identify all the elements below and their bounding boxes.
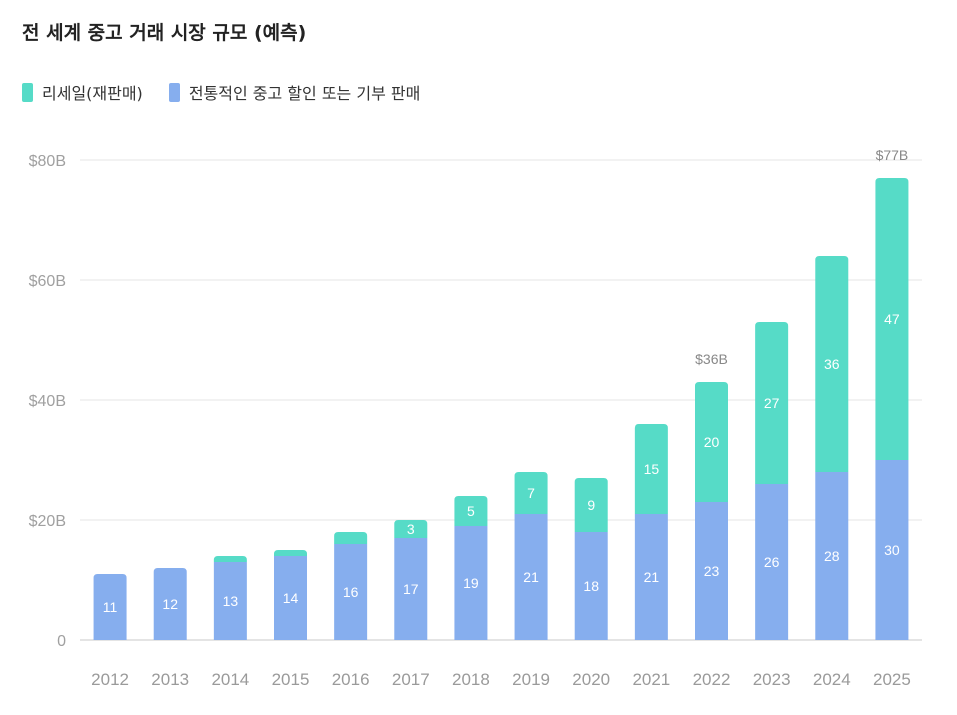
bar-resale xyxy=(454,496,488,526)
y-tick-label: 0 xyxy=(57,633,66,650)
bar-traditional xyxy=(514,514,548,640)
bar-resale xyxy=(634,424,668,514)
bar-resale xyxy=(334,532,368,544)
bar-value-label: 7 xyxy=(527,485,535,501)
bar-traditional xyxy=(274,556,307,640)
bar-traditional xyxy=(153,568,187,640)
x-tick-label: 2024 xyxy=(813,670,851,689)
bar-value-label: 15 xyxy=(644,461,660,477)
x-tick-label: 2013 xyxy=(151,670,189,689)
legend-item-traditional: 전통적인 중고 할인 또는 기부 판매 xyxy=(168,80,421,104)
bar-resale xyxy=(394,520,428,538)
bar-value-label: 47 xyxy=(884,311,900,327)
legend: 리세일(재판매) 전통적인 중고 할인 또는 기부 판매 xyxy=(22,80,446,104)
chart-title: 전 세계 중고 거래 시장 규모 (예측) xyxy=(22,22,307,44)
y-tick-label: $80B xyxy=(29,153,66,170)
bar-value-label: 13 xyxy=(223,593,239,609)
bar-traditional xyxy=(394,538,428,640)
bar-traditional xyxy=(574,532,608,640)
bar-traditional xyxy=(875,460,909,640)
bar-traditional xyxy=(695,502,728,640)
bar-traditional xyxy=(755,484,789,640)
x-tick-label: 2012 xyxy=(91,670,129,689)
bar-value-label: 14 xyxy=(283,590,299,606)
x-tick-label: 2023 xyxy=(753,670,791,689)
legend-swatch-resale xyxy=(22,82,33,102)
bar-resale xyxy=(695,382,728,502)
bar-total-annotation: $77B xyxy=(876,147,909,163)
legend-label-resale: 리세일(재판매) xyxy=(42,84,143,103)
bar-value-label: 23 xyxy=(704,563,720,579)
bar-value-label: 3 xyxy=(407,521,415,537)
bar-traditional xyxy=(334,544,368,640)
bar-value-label: 36 xyxy=(824,356,840,372)
x-tick-label: 2018 xyxy=(452,670,490,689)
bar-value-label: 9 xyxy=(587,497,595,513)
bar-resale xyxy=(514,472,548,514)
bar-value-label: 30 xyxy=(884,542,900,558)
legend-label-traditional: 전통적인 중고 할인 또는 기부 판매 xyxy=(188,84,421,103)
bar-resale xyxy=(274,550,307,556)
bar-traditional xyxy=(454,526,488,640)
legend-swatch-traditional xyxy=(168,82,180,102)
bar-resale xyxy=(755,322,789,484)
bar-resale xyxy=(574,478,608,532)
x-tick-label: 2014 xyxy=(211,670,249,689)
bar-resale xyxy=(213,556,247,562)
bar-resale xyxy=(875,178,909,460)
x-tick-label: 2021 xyxy=(632,670,670,689)
x-tick-label: 2015 xyxy=(272,670,310,689)
bar-value-label: 28 xyxy=(824,548,840,564)
bar-traditional xyxy=(815,472,849,640)
bar-resale xyxy=(815,256,849,472)
bar-value-label: 18 xyxy=(583,578,599,594)
bar-value-label: 27 xyxy=(764,395,780,411)
bar-value-label: 19 xyxy=(463,575,479,591)
x-tick-label: 2019 xyxy=(512,670,550,689)
bar-value-label: 17 xyxy=(403,581,419,597)
bar-traditional xyxy=(93,574,127,640)
x-tick-label: 2022 xyxy=(693,670,731,689)
bar-value-label: 21 xyxy=(523,569,539,585)
y-tick-label: $20B xyxy=(29,513,66,530)
x-tick-label: 2017 xyxy=(392,670,430,689)
y-tick-label: $60B xyxy=(29,273,66,290)
x-tick-label: 2016 xyxy=(332,670,370,689)
bar-traditional xyxy=(634,514,668,640)
bar-value-label: 20 xyxy=(704,434,720,450)
bar-value-label: 5 xyxy=(467,503,475,519)
bar-value-label: 26 xyxy=(764,554,780,570)
bar-total-annotation: $36B xyxy=(695,351,728,367)
bar-value-label: 21 xyxy=(644,569,660,585)
legend-item-resale: 리세일(재판매) xyxy=(22,80,143,104)
bar-value-label: 12 xyxy=(162,596,178,612)
bar-traditional xyxy=(213,562,247,640)
bar-value-label: 16 xyxy=(343,584,359,600)
x-tick-label: 2025 xyxy=(873,670,911,689)
y-tick-label: $40B xyxy=(29,393,66,410)
bar-value-label: 11 xyxy=(103,599,118,615)
x-tick-label: 2020 xyxy=(572,670,610,689)
